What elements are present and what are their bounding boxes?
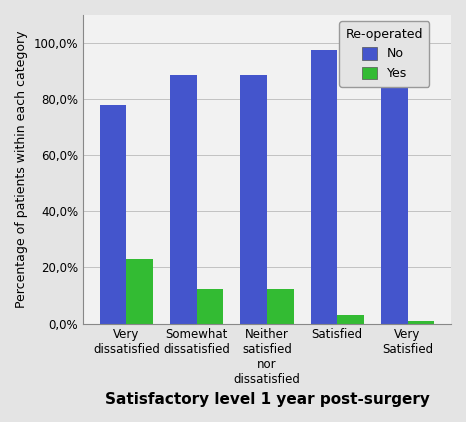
X-axis label: Satisfactory level 1 year post-surgery: Satisfactory level 1 year post-surgery — [104, 392, 429, 407]
Bar — [126, 259, 153, 324]
Legend: No, Yes: No, Yes — [339, 21, 430, 87]
Bar — [197, 289, 223, 324]
Y-axis label: Percentage of patients within each category: Percentage of patients within each categ… — [15, 30, 28, 308]
Bar — [337, 315, 364, 324]
Bar — [310, 50, 337, 324]
Bar — [381, 43, 408, 324]
Bar — [267, 289, 294, 324]
Bar — [100, 105, 126, 324]
Bar — [240, 75, 267, 324]
Bar — [170, 75, 197, 324]
Bar — [408, 321, 434, 324]
